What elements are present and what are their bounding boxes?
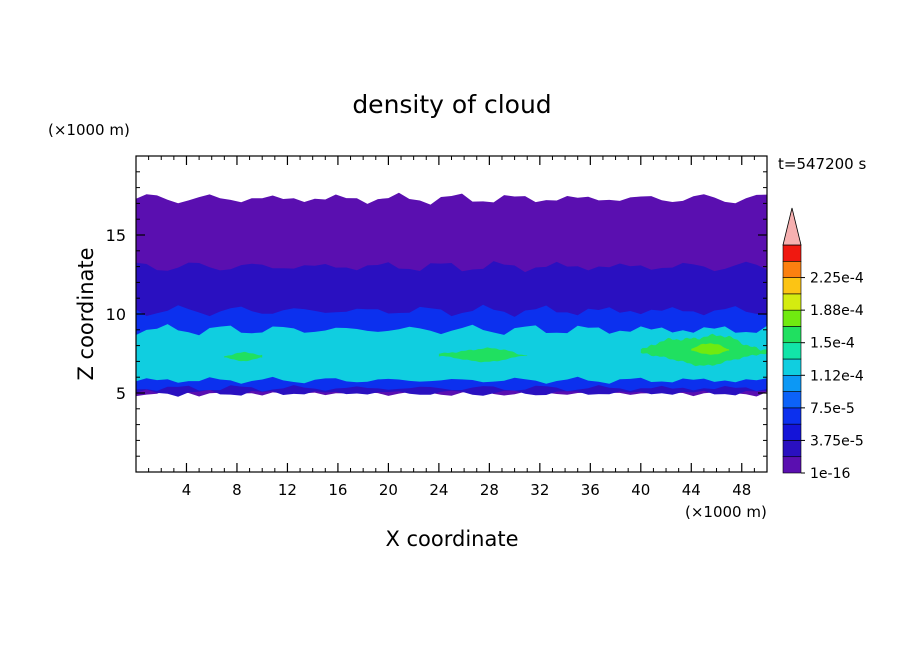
colorbar-swatch (782, 326, 802, 344)
x-axis-label: X coordinate (385, 527, 518, 551)
cloud-contour-level-8 (224, 351, 263, 362)
colorbar-label: 7.5e-5 (810, 401, 855, 417)
colorbar-swatch (782, 293, 802, 311)
x-tick-label: 20 (379, 481, 398, 499)
x-tick-label: 40 (631, 481, 650, 499)
colorbar-swatch (782, 440, 802, 458)
x-tick-label: 8 (232, 481, 242, 499)
colorbar-label: 2.25e-4 (810, 271, 864, 287)
colorbar-label: 3.75e-5 (810, 433, 864, 449)
x-tick-label: 24 (429, 481, 448, 499)
cloud-contour-level-8 (438, 347, 528, 363)
colorbar-label: 1e-16 (810, 466, 850, 482)
x-unit-label: (×1000 m) (685, 503, 767, 521)
colorbar-label: 1.88e-4 (810, 303, 864, 319)
colorbar-swatch (782, 456, 802, 474)
contour-field (136, 192, 767, 397)
colorbar-swatch (782, 244, 802, 262)
x-tick-label: 12 (278, 481, 297, 499)
colorbar-swatch (782, 391, 802, 409)
time-label: t=547200 s (778, 155, 866, 173)
x-tick-label: 36 (581, 481, 600, 499)
colorbar-swatch (782, 260, 802, 278)
y-unit-label: (×1000 m) (48, 121, 130, 139)
x-tick-label: 16 (328, 481, 347, 499)
x-tick-label: 4 (182, 481, 192, 499)
colorbar: 1e-16 3.75e-5 7.5e-5 1.12e-4 1.5e-4 1.88e-4 2.… (782, 207, 864, 482)
colorbar-swatch (782, 277, 802, 295)
colorbar-swatch (782, 407, 802, 425)
colorbar-label: 1.5e-4 (810, 336, 855, 352)
x-tick-label: 48 (732, 481, 751, 499)
colorbar-extend-triangle (782, 207, 802, 246)
x-tick-label: 32 (530, 481, 549, 499)
colorbar-swatch (782, 342, 802, 360)
y-axis: 5 10 15 (106, 171, 767, 457)
x-tick-label: 44 (682, 481, 701, 499)
y-tick-label: 5 (116, 384, 126, 403)
colorbar-swatch (782, 309, 802, 327)
colorbar-swatch (782, 423, 802, 441)
y-tick-label: 15 (106, 226, 126, 245)
y-tick-label: 10 (106, 305, 126, 324)
x-axis: 4 8 12 16 20 24 28 32 36 40 44 48 (148, 156, 755, 499)
colorbar-swatch (782, 374, 802, 392)
cloud-contour-level-9 (691, 343, 730, 355)
chart-title: density of cloud (352, 90, 551, 119)
colorbar-swatch (782, 358, 802, 376)
x-tick-label: 28 (480, 481, 499, 499)
y-axis-label: Z coordinate (74, 247, 98, 380)
colorbar-label: 1.12e-4 (810, 368, 864, 384)
